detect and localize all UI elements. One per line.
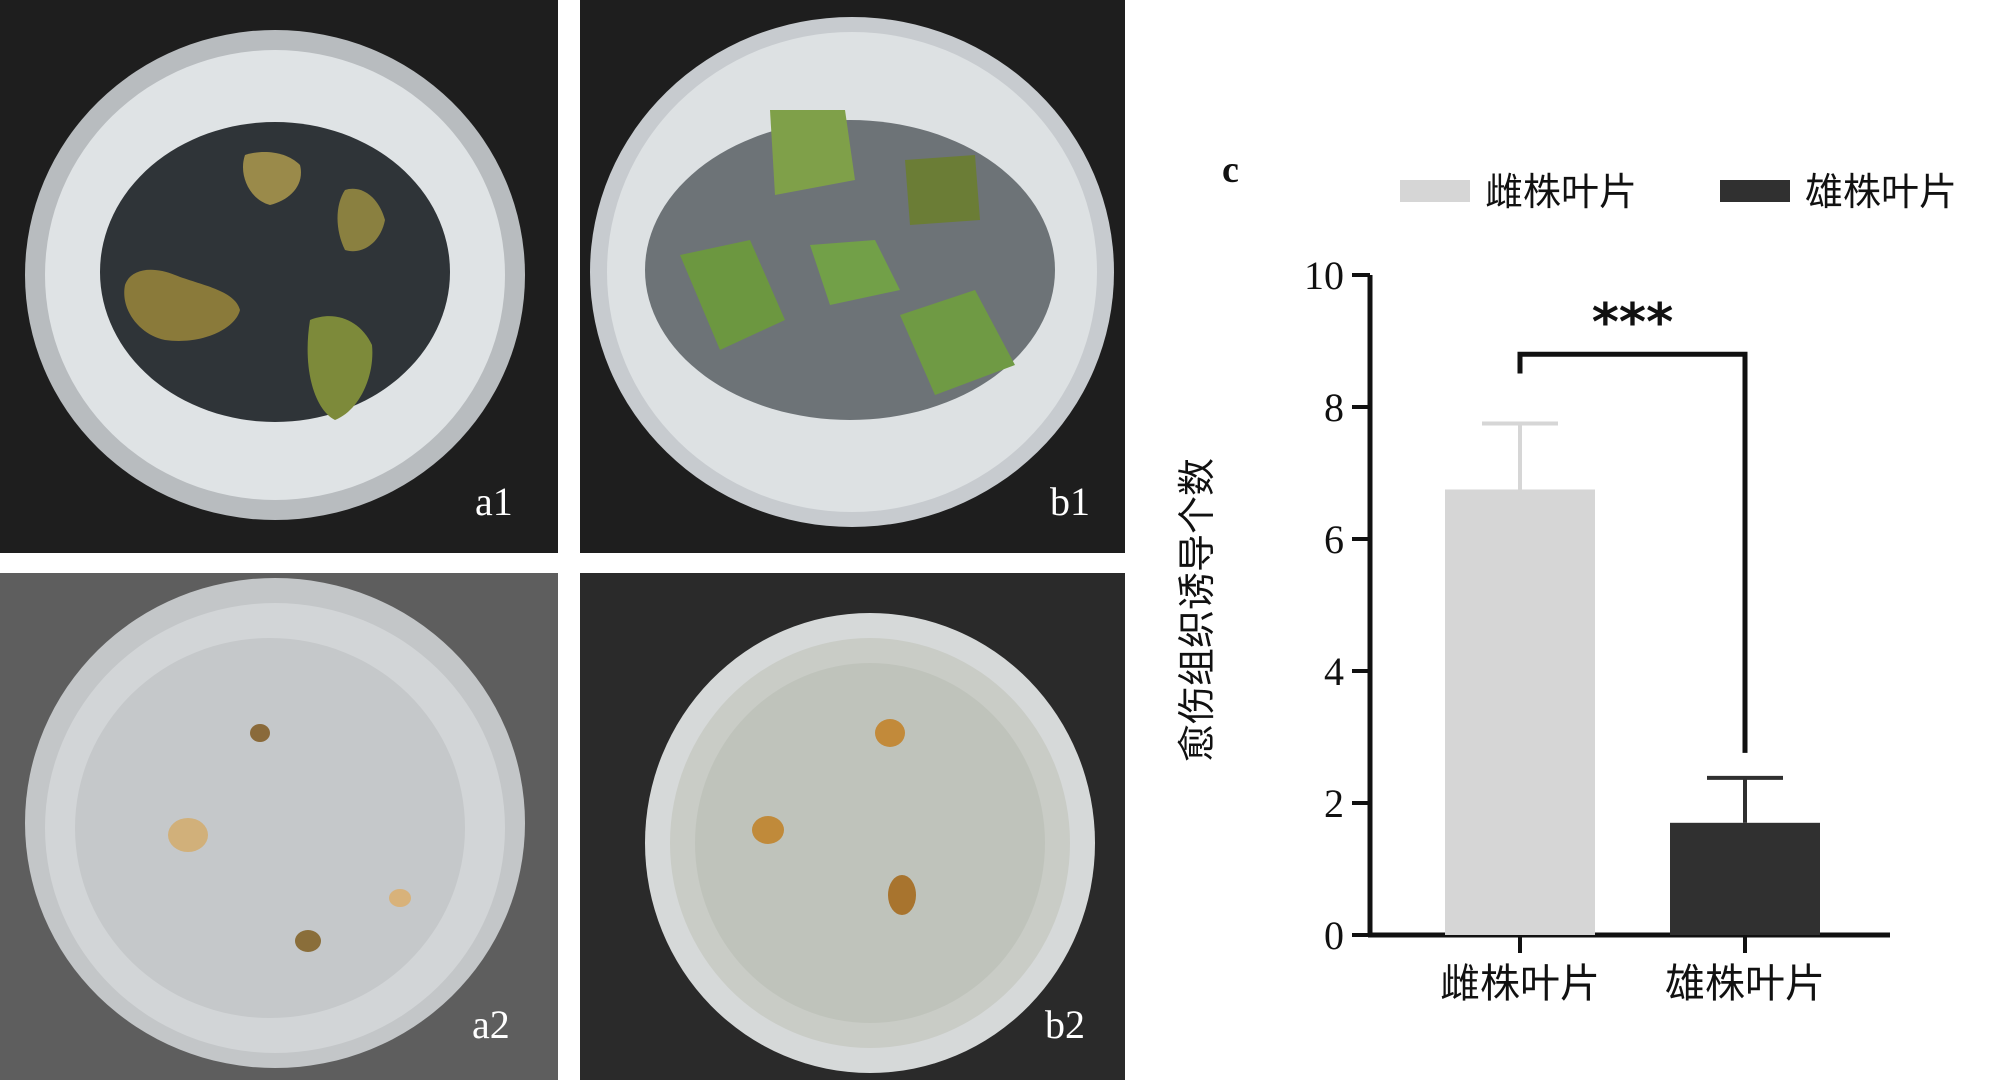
panel-label-c: c	[1222, 149, 1239, 191]
x-tick-label-1: 雄株叶片	[1665, 961, 1825, 1007]
petri-dish-b2-image: b2	[580, 573, 1125, 1080]
y-tick-label-6: 6	[1324, 517, 1344, 562]
photo-b2: b2	[580, 573, 1125, 1080]
petri-dish-a2-image: a2	[0, 573, 558, 1080]
y-axis-label: 愈伤组织诱导个数	[1175, 458, 1219, 762]
x-tick-label-0: 雌株叶片	[1440, 961, 1600, 1007]
panel-label-a2: a2	[472, 1002, 510, 1047]
legend-swatch-female	[1400, 180, 1470, 202]
panel-label-b1: b1	[1050, 479, 1090, 524]
petri-dish-a1-image: a1	[0, 0, 558, 553]
y-tick-label-10: 10	[1304, 253, 1344, 298]
legend-label-female: 雌株叶片	[1485, 170, 1637, 214]
photo-a1: a1	[0, 0, 558, 553]
bar-1	[1670, 822, 1820, 935]
photo-b1: b1	[580, 0, 1125, 553]
petri-dish-b1-image: b1	[580, 0, 1125, 553]
y-tick-label-8: 8	[1324, 385, 1344, 430]
bar-chart-panel: c 雌株叶片 雄株叶片 愈伤组织诱导个数 0 2 4 6 8 10 雌株叶片 雄株叶片 ***	[1150, 140, 2000, 1080]
panel-label-b2: b2	[1045, 1002, 1085, 1047]
significance-bracket	[1517, 351, 1748, 753]
chart-legend: 雌株叶片 雄株叶片	[1400, 170, 1957, 214]
y-tick-label-2: 2	[1324, 781, 1344, 826]
bar-0	[1445, 489, 1595, 935]
photo-a2: a2	[0, 573, 558, 1080]
plot-area: 0 2 4 6 8 10 雌株叶片 雄株叶片 ***	[1304, 253, 1890, 1007]
legend-label-male: 雄株叶片	[1805, 170, 1957, 214]
y-tick-label-0: 0	[1324, 913, 1344, 958]
significance-stars: ***	[1592, 293, 1674, 353]
legend-swatch-male	[1720, 180, 1790, 202]
y-tick-label-4: 4	[1324, 649, 1344, 694]
panel-label-a1: a1	[475, 479, 513, 524]
